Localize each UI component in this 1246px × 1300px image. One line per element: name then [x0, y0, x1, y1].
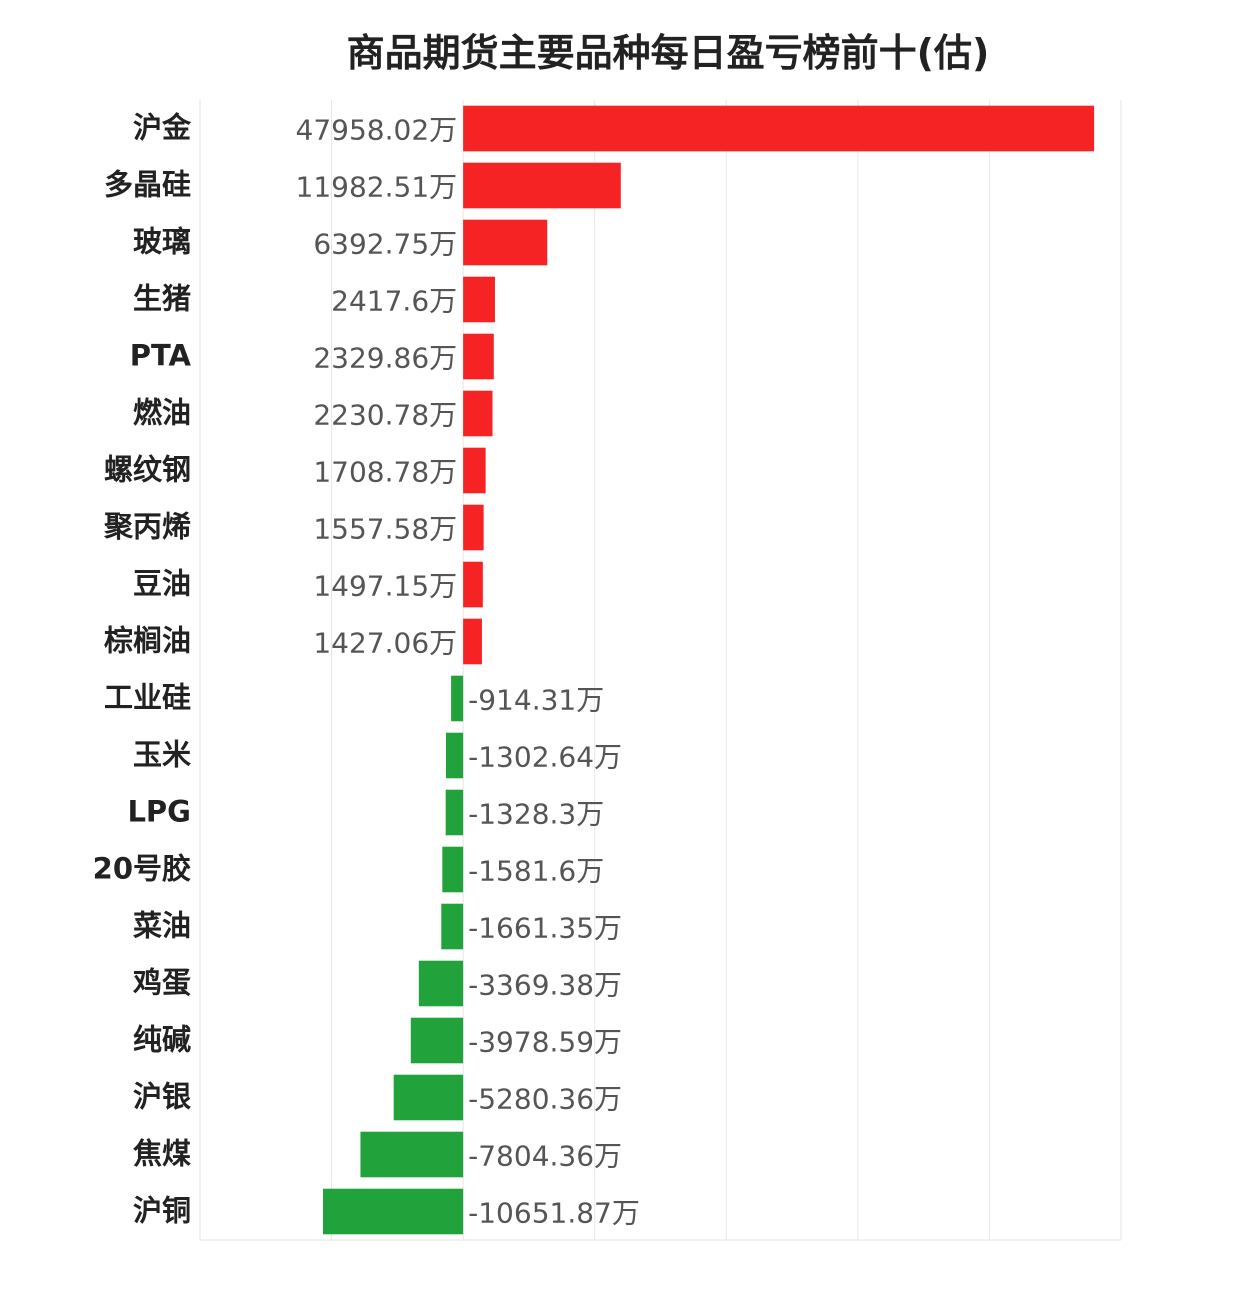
category-label: 聚丙烯: [103, 510, 191, 544]
bar: [463, 276, 495, 323]
category-label: 棕榈油: [104, 624, 191, 658]
data-label: 2230.78万: [313, 399, 457, 432]
data-label: 1557.58万: [313, 513, 457, 546]
category-label: 焦煤: [133, 1137, 191, 1171]
category-label: 玉米: [133, 738, 191, 772]
data-label: 1427.06万: [313, 627, 457, 660]
data-label: -914.31万: [468, 684, 604, 717]
gridlines: [199, 100, 1122, 1241]
category-label: 多晶硅: [104, 168, 191, 202]
bar: [442, 846, 464, 893]
data-label: -3978.59万: [468, 1026, 622, 1059]
category-label: LPG: [127, 795, 191, 829]
bar: [463, 390, 493, 437]
data-label: -1581.6万: [468, 855, 604, 888]
data-label: 1708.78万: [313, 456, 457, 489]
bar: [322, 1188, 464, 1235]
bar: [463, 618, 482, 665]
category-label: 螺纹钢: [104, 453, 191, 487]
bar: [463, 219, 548, 266]
category-label: 菜油: [133, 909, 191, 943]
category-label: 20号胶: [93, 852, 191, 886]
bar: [410, 1017, 464, 1064]
category-label: 纯碱: [133, 1023, 191, 1057]
data-label: -1661.35万: [468, 912, 622, 945]
data-label: -1302.64万: [468, 741, 622, 774]
category-label: 鸡蛋: [133, 966, 191, 1000]
data-label: 2417.6万: [331, 285, 457, 318]
bar: [446, 732, 464, 779]
bar: [445, 789, 464, 836]
bar: [463, 561, 483, 608]
bars: [322, 105, 1095, 1235]
data-label: 11982.51万: [296, 171, 458, 204]
category-label: 生猪: [133, 282, 191, 316]
bar: [463, 504, 484, 551]
data-label: -10651.87万: [468, 1197, 640, 1230]
data-label: 47958.02万: [296, 114, 458, 147]
data-label: 1497.15万: [313, 570, 457, 603]
category-label: PTA: [130, 339, 192, 373]
data-label: -3369.38万: [468, 969, 622, 1002]
bar: [393, 1074, 464, 1121]
bar: [463, 162, 621, 209]
data-label: -1328.3万: [468, 798, 604, 831]
bar: [441, 903, 464, 950]
category-label: 燃油: [133, 396, 191, 430]
bar: [418, 960, 464, 1007]
chart-title: 商品期货主要品种每日盈亏榜前十(估): [346, 31, 990, 75]
data-label: 6392.75万: [313, 228, 457, 261]
category-label: 工业硅: [104, 681, 191, 715]
bar: [360, 1131, 464, 1178]
bar: [463, 105, 1095, 152]
value-labels: 47958.02万 11982.51万 6392.75万 2417.6万 2329.86…: [296, 114, 640, 1230]
data-label: -7804.36万: [468, 1140, 622, 1173]
bar: [451, 675, 464, 722]
category-label: 沪铜: [133, 1194, 191, 1228]
category-label: 玻璃: [133, 225, 191, 259]
bar: [463, 447, 486, 494]
category-label: 豆油: [133, 567, 191, 601]
data-label: 2329.86万: [313, 342, 457, 375]
category-label: 沪银: [133, 1080, 191, 1114]
data-label: -5280.36万: [468, 1083, 622, 1116]
bar: [463, 333, 494, 380]
category-label: 沪金: [133, 111, 192, 145]
